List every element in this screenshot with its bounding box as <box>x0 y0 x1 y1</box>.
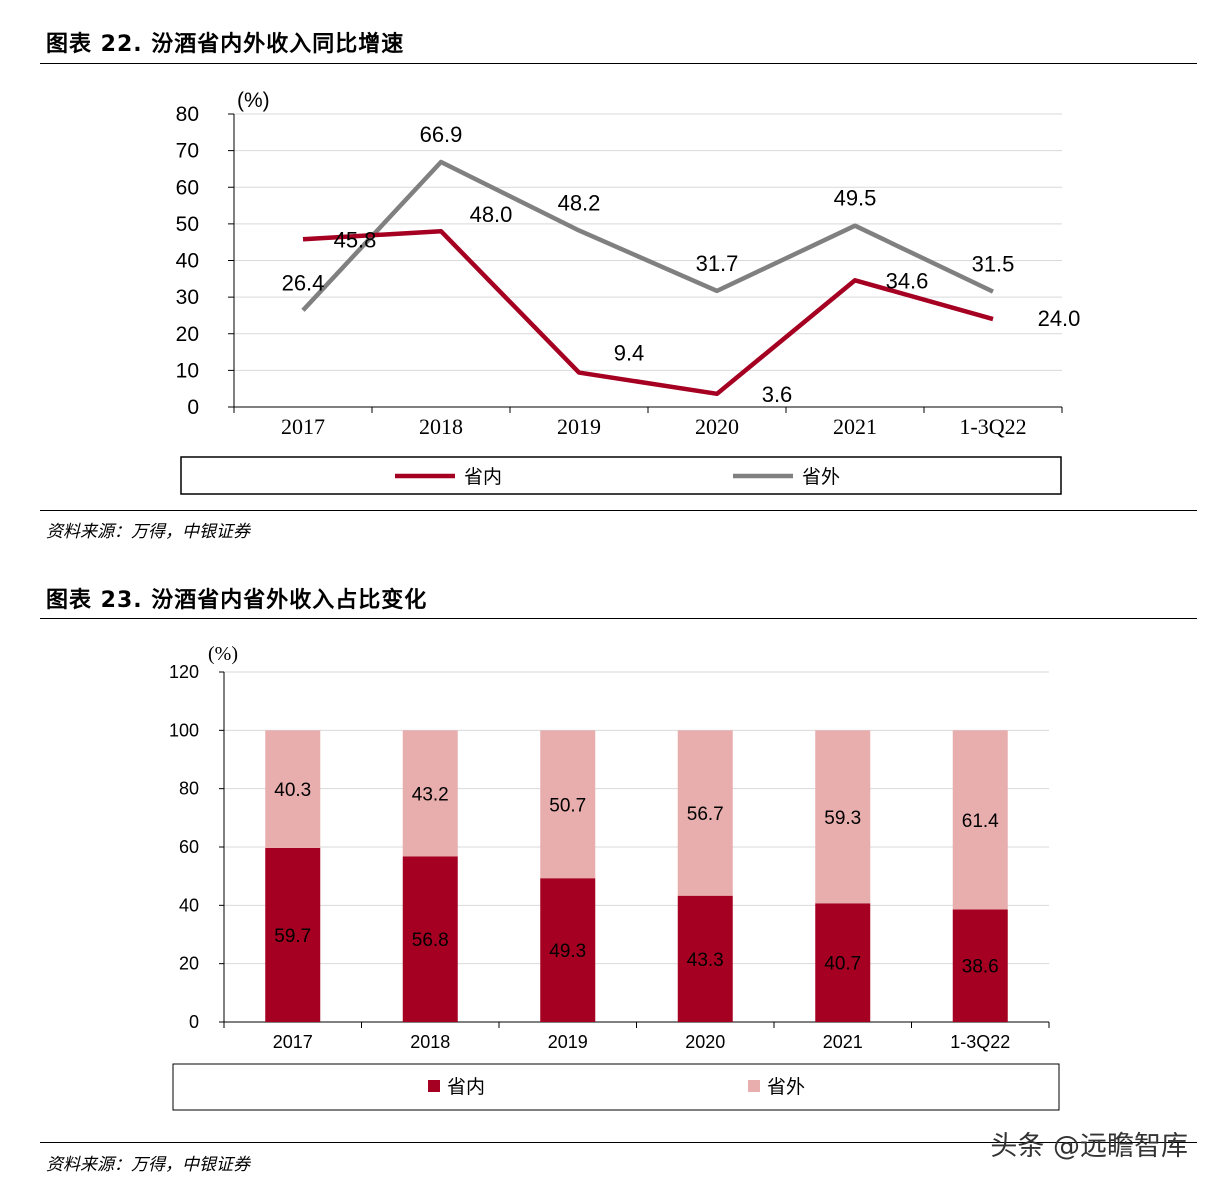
y-tick-label: 30 <box>176 286 199 309</box>
y-tick-label: 80 <box>176 103 199 126</box>
data-label-outer: 31.7 <box>696 251 739 276</box>
legend-swatch-outer <box>748 1080 760 1092</box>
series-line-inner <box>302 228 994 397</box>
x-tick-label: 2021 <box>833 414 877 439</box>
bar-inner <box>540 878 596 1022</box>
data-label-inner: 34.6 <box>886 268 929 293</box>
x-tick-label: 2021 <box>823 1032 863 1052</box>
bar-outer <box>815 730 871 904</box>
bar-inner <box>952 909 1008 1022</box>
y-tick-label: 50 <box>176 213 199 236</box>
x-tick-label: 2020 <box>695 414 739 439</box>
bar-inner <box>815 903 871 1022</box>
data-label-inner: 45.8 <box>334 227 377 252</box>
x-tick-label: 2017 <box>273 1032 313 1052</box>
figure1-top-rule <box>40 63 1197 64</box>
x-tick-label: 1-3Q22 <box>959 414 1026 439</box>
figure2-bottom-rule <box>40 1142 1197 1143</box>
data-label-inner: 43.3 <box>687 950 724 971</box>
data-label-outer: 49.5 <box>834 186 877 211</box>
data-label-outer: 40.3 <box>274 780 311 801</box>
data-label-outer: 50.7 <box>549 795 586 816</box>
y-tick-label: 20 <box>176 323 199 346</box>
data-label-outer: 31.5 <box>972 252 1015 277</box>
legend-label-inner: 省内 <box>464 466 502 488</box>
y-tick-label: 0 <box>187 396 199 419</box>
data-label-outer: 56.7 <box>687 804 724 825</box>
y-tick-label: 80 <box>179 779 199 799</box>
figure2-top-rule <box>40 618 1197 619</box>
data-label-inner: 9.4 <box>614 341 645 366</box>
data-label-inner: 3.6 <box>762 382 793 407</box>
x-tick-label: 2018 <box>419 414 463 439</box>
data-label-inner: 48.0 <box>470 202 513 227</box>
bar-outer <box>677 730 733 896</box>
data-label-inner: 49.3 <box>549 941 586 962</box>
legend-label-inner: 省内 <box>447 1076 485 1098</box>
y-tick-label: 40 <box>179 895 199 915</box>
watermark: 头条 @远瞻智库 <box>990 1131 1188 1162</box>
legend-box <box>172 1063 1060 1111</box>
y-tick-label: 60 <box>176 176 199 199</box>
data-label-outer: 48.2 <box>558 190 601 215</box>
line-chart: 0 10 20 30 40 50 60 70 80 2017 2018 2019 2020 2021 1-3… <box>176 89 1081 495</box>
x-tick-label: 1-3Q22 <box>950 1032 1010 1052</box>
y-tick-label: 40 <box>176 250 199 273</box>
data-label-inner: 59.7 <box>274 926 311 947</box>
bar-outer <box>265 730 321 848</box>
bar-inner <box>265 847 321 1022</box>
x-tick-label: 2020 <box>685 1032 725 1052</box>
bar-outer <box>540 730 596 879</box>
data-label-outer: 59.3 <box>824 808 861 829</box>
y-tick-label: 120 <box>169 662 199 682</box>
figure1-title: 图表 22. 汾酒省内外收入同比增速 <box>46 32 405 57</box>
y-axis-unit: (%) <box>208 643 238 665</box>
figure2-title: 图表 23. 汾酒省内省外收入占比变化 <box>46 588 428 613</box>
bar-inner <box>402 856 458 1022</box>
data-label-outer: 43.2 <box>412 784 449 805</box>
x-tick-label: 2017 <box>281 414 325 439</box>
figure1-bottom-rule <box>40 510 1197 511</box>
data-label-inner: 38.6 <box>962 957 999 978</box>
data-label-outer: 61.4 <box>962 811 999 832</box>
x-tick-label: 2019 <box>557 414 601 439</box>
bar-outer <box>402 730 458 857</box>
legend-swatch-inner <box>428 1080 440 1092</box>
y-tick-label: 70 <box>176 140 199 163</box>
series-line-outer <box>301 159 994 312</box>
y-tick-label: 10 <box>176 359 199 382</box>
data-label-inner: 56.8 <box>412 930 449 951</box>
y-tick-label: 0 <box>189 1012 199 1032</box>
figure2-source: 资料来源：万得，中银证券 <box>46 1155 250 1175</box>
figure1-source: 资料来源：万得，中银证券 <box>46 522 250 542</box>
legend-box <box>180 456 1062 495</box>
data-label-inner: 24.0 <box>1038 306 1081 331</box>
y-tick-label: 20 <box>179 954 199 974</box>
y-tick-label: 100 <box>169 720 199 740</box>
x-tick-label: 2018 <box>410 1032 450 1052</box>
y-axis-unit: (%) <box>237 89 270 112</box>
data-label-outer: 26.4 <box>282 270 325 295</box>
bar-inner <box>677 895 733 1022</box>
data-label-outer: 66.9 <box>420 122 463 147</box>
bar-outer <box>952 730 1008 910</box>
y-tick-label: 60 <box>179 837 199 857</box>
data-label-inner: 40.7 <box>824 954 861 975</box>
legend-label-outer: 省外 <box>802 466 840 488</box>
legend-label-outer: 省外 <box>767 1076 805 1098</box>
x-tick-label: 2019 <box>548 1032 588 1052</box>
